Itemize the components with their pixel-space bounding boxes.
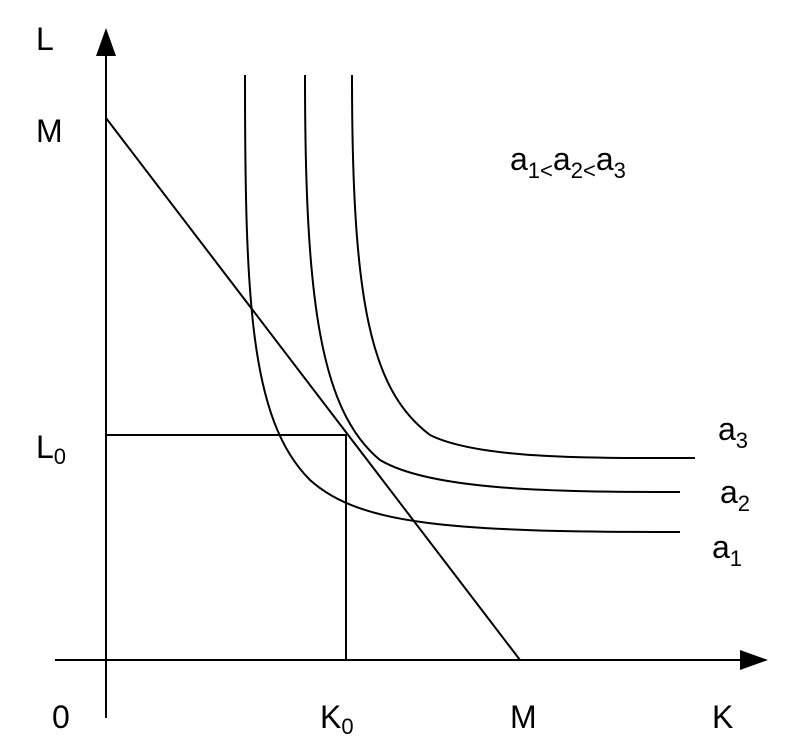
isoquant-a1 bbox=[244, 74, 681, 533]
term-base: a bbox=[596, 141, 614, 177]
optimum-guides bbox=[106, 434, 347, 660]
x-arrow bbox=[740, 650, 768, 670]
term-sub: 1 bbox=[528, 158, 540, 183]
curve-label-a1: a1 bbox=[712, 529, 742, 571]
term-base: a bbox=[510, 141, 528, 177]
operator: < bbox=[583, 158, 596, 183]
x-intercept-label: M bbox=[510, 699, 537, 735]
curve-sub: 3 bbox=[736, 428, 748, 453]
curve-base: a bbox=[720, 474, 738, 510]
k0-label: K0 bbox=[320, 699, 354, 736]
y-arrow bbox=[96, 28, 116, 56]
isocost-line bbox=[105, 117, 521, 661]
term-sub: 2 bbox=[571, 158, 583, 183]
k0-sub: 0 bbox=[341, 714, 353, 736]
isoquant-a3 bbox=[351, 74, 696, 460]
curve-sub: 2 bbox=[738, 491, 750, 516]
y-axis-label: L bbox=[36, 21, 54, 57]
operator: < bbox=[540, 158, 553, 183]
term-sub: 3 bbox=[614, 158, 626, 183]
curve-sub: 1 bbox=[730, 546, 742, 571]
isoquant-a2 bbox=[304, 74, 681, 493]
curve-base: a bbox=[712, 529, 730, 565]
l0-base: L bbox=[36, 429, 54, 465]
term-base: a bbox=[553, 141, 571, 177]
origin-label: 0 bbox=[52, 699, 70, 735]
curve-label-a2: a2 bbox=[720, 474, 750, 516]
l0-sub: 0 bbox=[54, 444, 66, 469]
curve-base: a bbox=[718, 411, 736, 447]
curve-label-a3: a3 bbox=[718, 411, 748, 453]
relation: a1<a2<a3 bbox=[510, 141, 626, 183]
k0-base: K bbox=[320, 699, 341, 735]
l0-label: L0 bbox=[36, 429, 66, 469]
y-intercept-label: M bbox=[36, 113, 63, 149]
x-axis-label: K bbox=[712, 699, 733, 735]
